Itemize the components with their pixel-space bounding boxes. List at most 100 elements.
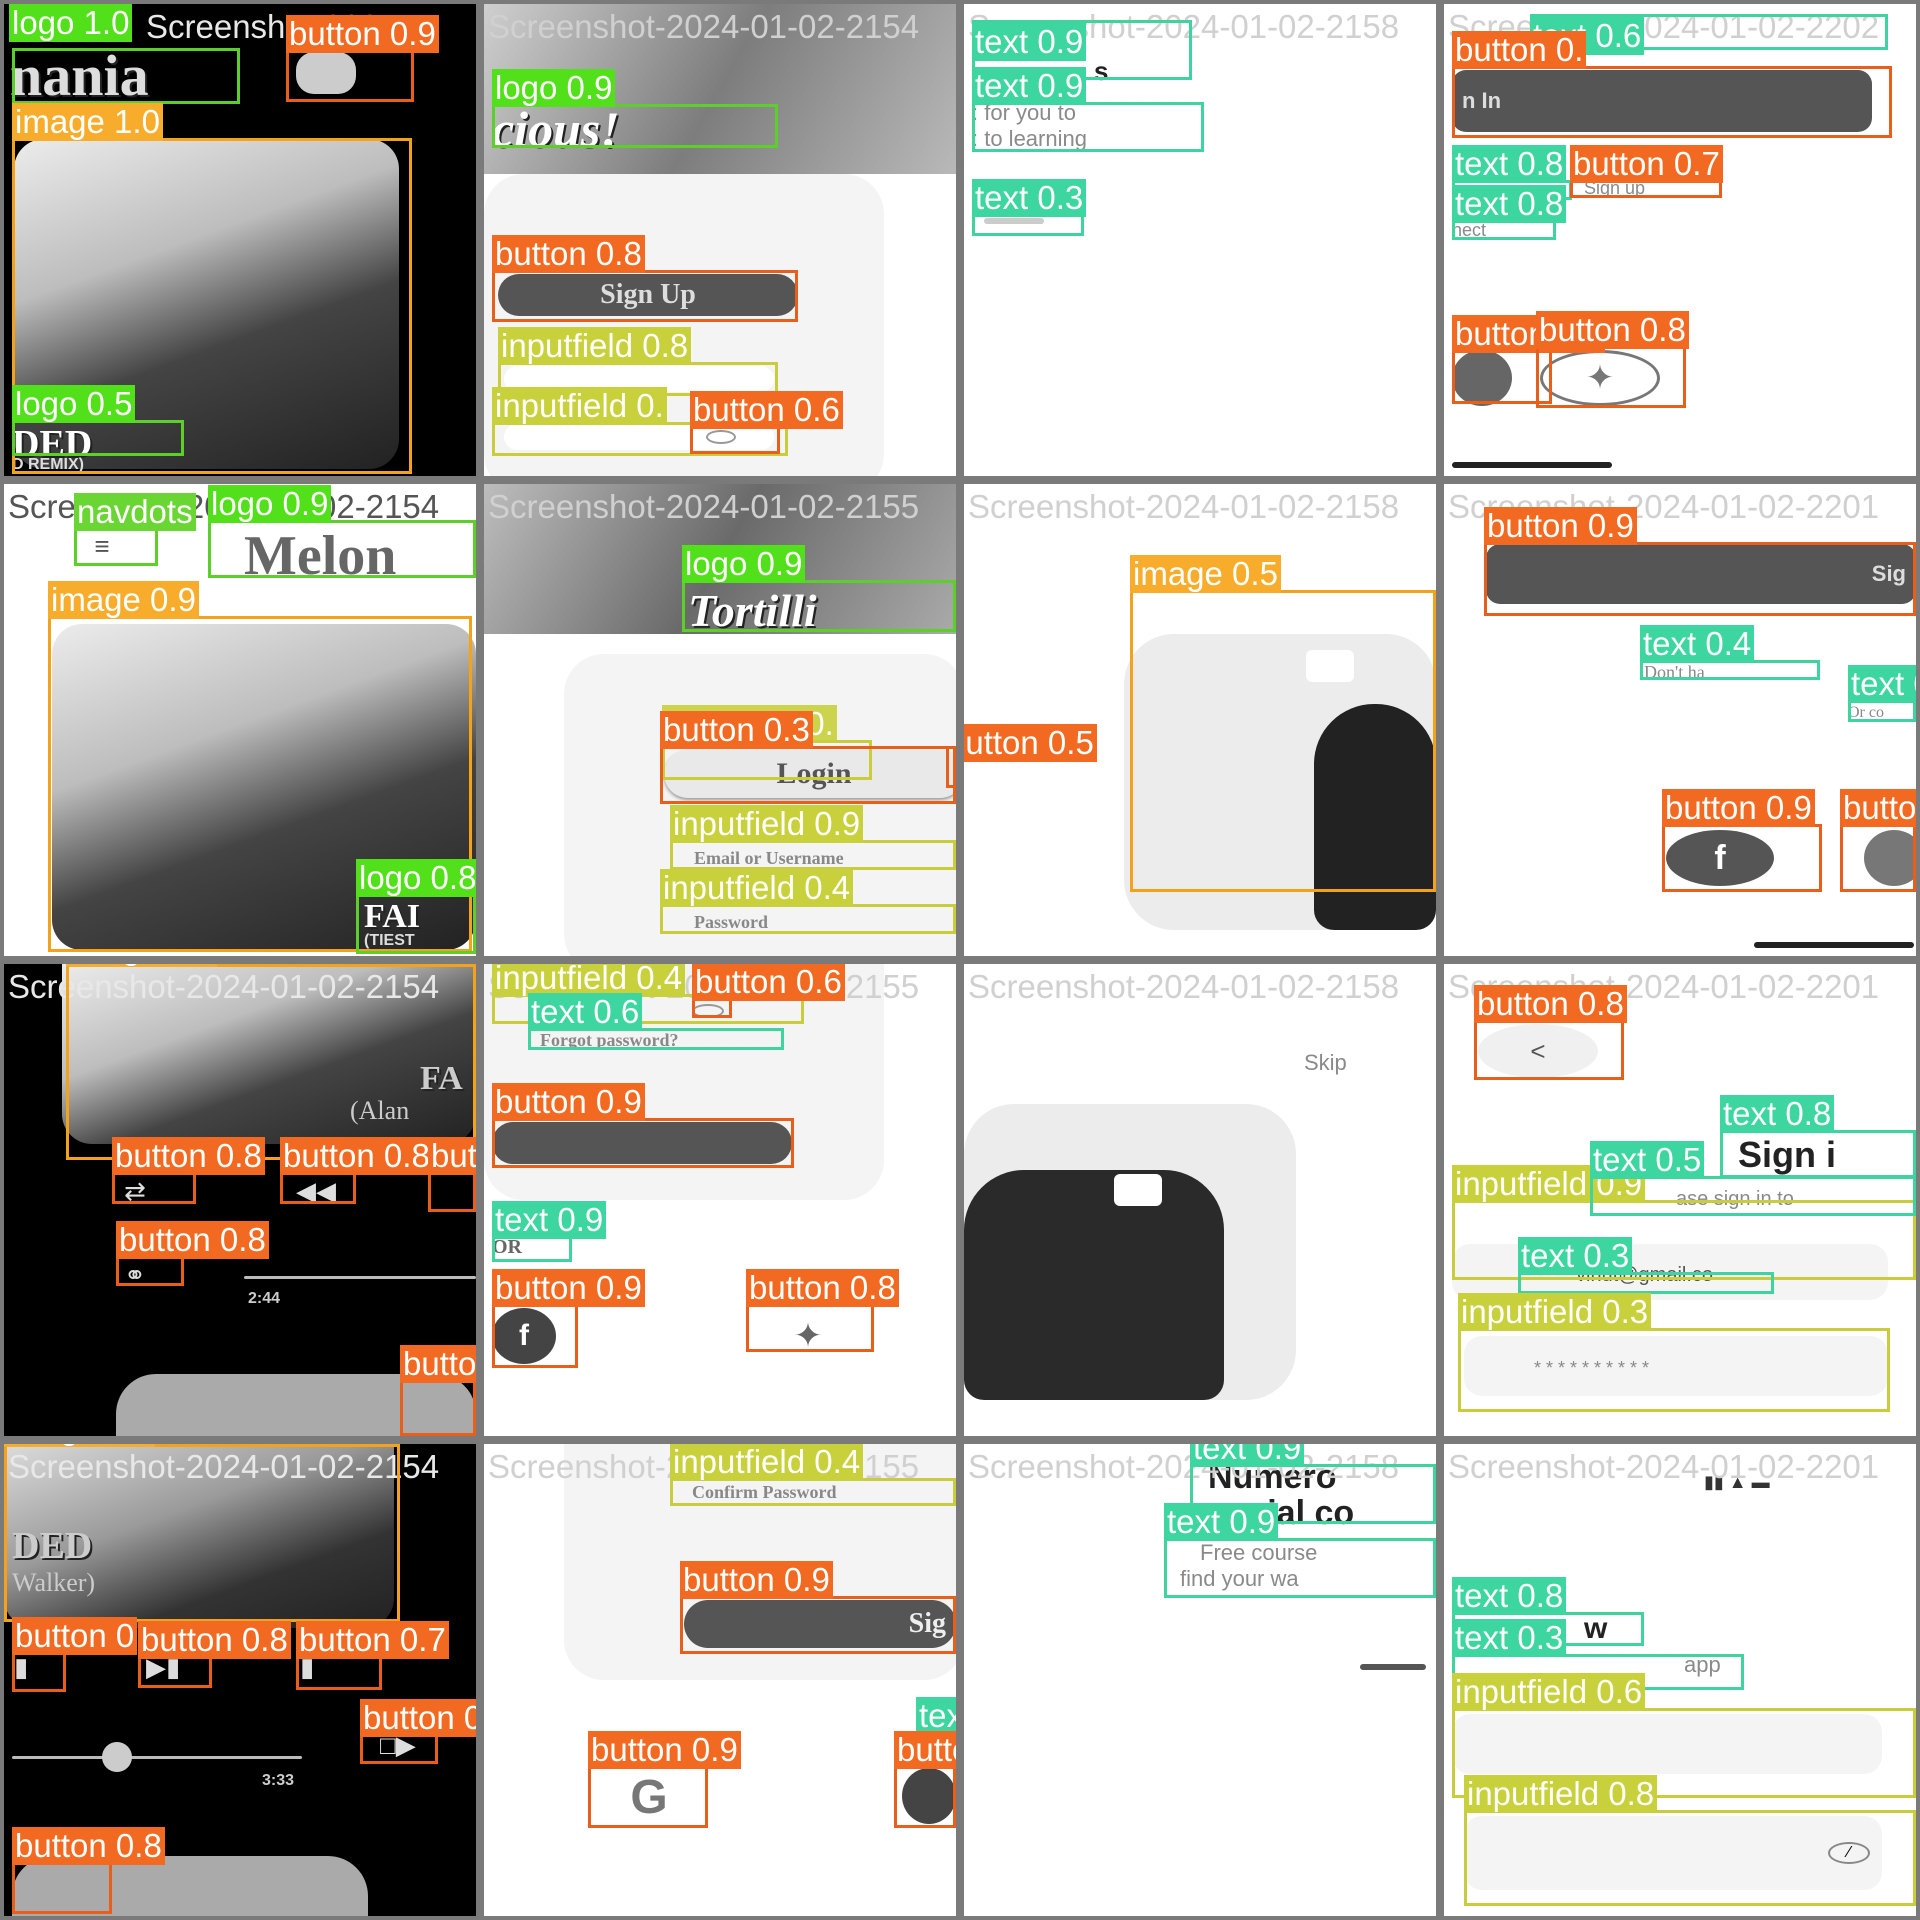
det-logo: logo 0.9	[682, 545, 956, 632]
detection-label: button 0.8	[746, 1269, 899, 1307]
album-art-photo	[62, 964, 476, 1144]
det-button: button 0.8	[1474, 985, 1627, 1080]
det-text: text 0.8	[1452, 145, 1572, 200]
confirm-password-placeholder: Confirm Password	[692, 1482, 837, 1502]
det-text: text 0.9	[1164, 1503, 1436, 1598]
signup-submit-button[interactable]: Sig	[684, 1600, 956, 1648]
signup-link[interactable]: Sign up	[1584, 178, 1646, 198]
det-button: button 0.9	[492, 1083, 794, 1168]
hide-password-icon[interactable]: ∕	[1828, 1842, 1870, 1864]
facebook-icon[interactable]: f	[1666, 830, 1774, 886]
track-artist: (Alan	[350, 1096, 410, 1125]
det-button: button 0.8	[280, 1137, 433, 1204]
tile-onboarding-intro: Numero rial co Free course find your wa …	[960, 1440, 1440, 1920]
det-text: text 0.3	[972, 179, 1087, 236]
forgot-password-link[interactable]: Forgot password?	[540, 1030, 679, 1050]
det-inputfield: inputfield 0.	[492, 387, 788, 456]
facebook-icon[interactable]	[902, 1768, 956, 1824]
detection-label: button 0.8	[138, 1621, 291, 1659]
det-button: button 0.8	[428, 1137, 476, 1212]
detection-label: inputfield 0.4	[670, 1444, 864, 1481]
speech-bubble-icon	[1306, 650, 1354, 682]
tile-signin-social: n In Sign up nect ✦ Screenshot-2024-01-0…	[1440, 0, 1920, 480]
detection-label: text 0.9	[972, 23, 1087, 61]
det-text: text 0.8	[1720, 1095, 1916, 1178]
progress-track[interactable]	[12, 1756, 302, 1759]
detection-label: image 1.0	[4, 1444, 155, 1447]
back-button[interactable]: <	[1478, 1024, 1598, 1078]
det-text: text 0.3	[1518, 1237, 1774, 1294]
skip-button[interactable]: Skip	[1304, 1050, 1347, 1075]
password-input[interactable]	[1464, 1336, 1888, 1396]
progress-track[interactable]	[244, 1276, 476, 1279]
instagram-icon[interactable]	[1452, 350, 1512, 406]
instagram-icon[interactable]	[1864, 830, 1916, 886]
tile-create-account: ▮▮ ▲ ▬ w app ∕ Screenshot-2024-01-02-220…	[1440, 1440, 1920, 1920]
menu-icon[interactable]: ≡	[94, 530, 110, 561]
detection-label: inputfield 0.6	[1452, 1673, 1646, 1711]
detection-label: navdots	[74, 493, 196, 531]
tile-signin-social-2: Sig Don't ha Or co f Screenshot-2024-01-…	[1440, 480, 1920, 960]
det-logo: logo 0.9	[208, 485, 476, 578]
home-indicator	[1754, 942, 1914, 948]
detection-label: text 0.9	[1190, 1444, 1305, 1467]
det-button: button 0.8	[360, 1699, 476, 1764]
password-input[interactable]	[1464, 1816, 1882, 1890]
email-placeholder: Email or Username	[694, 848, 844, 868]
login-submit-button[interactable]	[492, 1122, 792, 1164]
signup-button[interactable]: Sign Up	[498, 274, 798, 316]
track-ded: DED	[12, 423, 93, 465]
lyrics-panel	[116, 1374, 476, 1436]
detection-label: button 0.5	[964, 724, 1097, 762]
detection-label: button 0.8	[492, 235, 645, 273]
person-illustration	[964, 1170, 1224, 1400]
facebook-icon[interactable]: f	[492, 1308, 556, 1364]
det-image: image 1.0	[12, 103, 412, 474]
progress-knob[interactable]	[102, 1742, 132, 1772]
next-icon[interactable]: ▮	[300, 1652, 315, 1682]
detection-label: text 0.8	[1452, 1577, 1567, 1615]
detection-label: button 0.8	[116, 1221, 269, 1259]
det-text: text 0.9	[972, 20, 1192, 80]
detection-label: button 0.9	[680, 1561, 833, 1599]
det-button: button 0.	[1452, 31, 1892, 138]
body-line2: find your wa	[1180, 1566, 1299, 1591]
eye-icon[interactable]	[706, 430, 736, 444]
detection-label: text 0.5	[1590, 1141, 1705, 1179]
tile-music-player-3: DED Walker) ▮ ▶▮ ▮ □▶ 3:33 Screenshot-20…	[0, 1440, 480, 1920]
tile-music-controls: FA (Alan ⇄ ◀◀ ⚭ 2:44 Screenshot-2024-01-…	[0, 960, 480, 1440]
connect-text: nect	[1452, 220, 1487, 240]
file-title: Screenshot-2024-01-02-2201	[1448, 1448, 1880, 1485]
twitter-icon[interactable]: ✦	[793, 1317, 823, 1355]
name-input[interactable]	[1452, 1714, 1882, 1774]
det-button: button 0.8	[116, 1221, 269, 1286]
det-logo	[12, 48, 240, 104]
previous-icon[interactable]: ▮	[14, 1652, 29, 1682]
detection-label: inputfield 0.8	[498, 327, 692, 365]
password-value: * * * * * * * * * *	[1534, 1358, 1650, 1378]
det-button: button 0.8	[112, 1137, 265, 1204]
detection-label: text 0.3	[1452, 1619, 1567, 1657]
detection-label: button 0.8	[400, 1345, 476, 1383]
headphones-icon[interactable]: ⚭	[124, 1260, 146, 1290]
det-inputfield: inputfield 0.4	[492, 964, 804, 1024]
det-logo: logo 0.8	[356, 859, 476, 954]
detection-label: button 0.	[1452, 31, 1587, 69]
det-logo: logo 0.5	[12, 385, 184, 456]
detection-label: button 0.9	[492, 1083, 645, 1121]
signin-button[interactable]: Sig	[1486, 544, 1916, 604]
track-artist: Walker)	[12, 1568, 96, 1597]
shuffle-icon[interactable]: ⇄	[124, 1176, 146, 1206]
signin-button[interactable]: n In	[1452, 70, 1872, 132]
det-text: text 0.4	[1640, 625, 1820, 680]
track-fa: FA	[420, 1060, 463, 1097]
detection-label: button 0.8	[12, 1827, 165, 1865]
det-button: button 0.6	[692, 964, 845, 1018]
det-button: butto	[1840, 789, 1916, 892]
tile-signup: cious! Sign Up Screenshot-2024-01-02-215…	[480, 0, 960, 480]
det-image: image 0.5	[1130, 555, 1436, 892]
login-button[interactable]: Login	[664, 750, 956, 798]
detection-label: inputfield 0.4	[660, 869, 854, 907]
track-remix: D REMIX)	[12, 456, 84, 473]
google-icon[interactable]: G	[630, 1770, 668, 1824]
